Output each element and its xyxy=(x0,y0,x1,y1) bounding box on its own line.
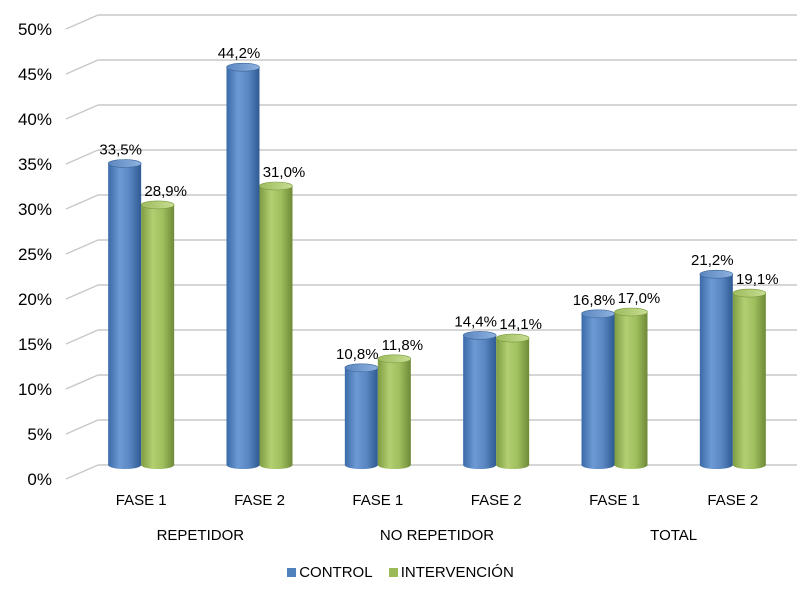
gridline-depth xyxy=(65,194,99,210)
gridline-depth xyxy=(65,419,99,435)
bar-control xyxy=(699,269,734,469)
y-tick-label: 35% xyxy=(18,155,52,174)
y-tick-label: 10% xyxy=(18,380,52,399)
y-tick-label: 20% xyxy=(18,290,52,309)
y-tick-label: 15% xyxy=(18,335,52,354)
y-tick-label: 25% xyxy=(18,245,52,264)
data-label: 14,1% xyxy=(499,316,542,333)
x-tick-label: FASE 2 xyxy=(707,492,758,509)
y-tick-label: 30% xyxy=(18,200,52,219)
gridline-depth xyxy=(65,464,99,480)
legend-swatch-control xyxy=(287,568,297,577)
y-tick-label: 45% xyxy=(18,65,52,84)
bar-intervencion xyxy=(140,200,175,469)
gridline-depth xyxy=(65,374,99,390)
x-group-label: TOTAL xyxy=(650,527,697,544)
data-label: 10,8% xyxy=(336,346,379,363)
bar-intervencion xyxy=(377,354,412,469)
data-label: 17,0% xyxy=(618,290,661,307)
grid-layer xyxy=(65,14,797,480)
gridline-depth xyxy=(65,59,99,75)
bar-control xyxy=(462,331,497,469)
bar-intervencion xyxy=(732,288,767,469)
gridline-depth xyxy=(65,104,99,120)
y-tick-label: 0% xyxy=(27,470,52,489)
data-label: 14,4% xyxy=(454,313,497,330)
data-label: 21,2% xyxy=(691,252,734,269)
legend-swatch-intervencion xyxy=(388,568,398,577)
legend-item-intervencion: INTERVENCIÓN xyxy=(388,564,514,581)
legend-item-control: CONTROL xyxy=(287,564,373,581)
y-tick-label: 40% xyxy=(18,110,52,129)
x-tick-label: FASE 1 xyxy=(352,492,403,509)
data-labels: 33,5% 28,9% 44,2% 31,0% 10,8%11,8% 14,4% 14,1%… xyxy=(99,45,778,363)
x-group-label: REPETIDOR xyxy=(157,527,245,544)
bar-intervencion xyxy=(495,333,530,469)
data-label: 19,1% xyxy=(736,271,779,288)
gridline-depth xyxy=(65,329,99,345)
bar-intervencion xyxy=(614,307,648,469)
y-tick-label: 5% xyxy=(27,425,52,444)
x-tick-label: FASE 1 xyxy=(116,492,167,509)
data-label: 16,8% xyxy=(573,292,616,309)
gridline-depth xyxy=(65,284,99,300)
data-label: 31,0% xyxy=(263,164,306,181)
gridline-depth xyxy=(65,149,99,165)
x-tick-label: FASE 2 xyxy=(234,492,285,509)
legend-label-intervencion: INTERVENCIÓN xyxy=(400,564,514,581)
gridline-depth xyxy=(65,239,99,255)
data-label: 28,9% xyxy=(144,183,187,200)
bars-layer xyxy=(107,62,767,469)
data-label: 33,5% xyxy=(99,142,142,159)
gridline-depth xyxy=(65,14,99,30)
legend-label-control: CONTROL xyxy=(299,564,373,581)
bar-control xyxy=(107,159,142,469)
y-tick-label: 50% xyxy=(18,20,52,39)
x-group-label: NO REPETIDOR xyxy=(380,527,494,544)
data-label: 11,8% xyxy=(382,337,423,354)
x-axis: FASE 1 FASE 2 FASE 1 FASE 2 FASE 1 FASE 2 REPE… xyxy=(116,492,759,544)
data-label: 44,2% xyxy=(218,45,261,62)
x-tick-label: FASE 2 xyxy=(471,492,522,509)
bar-control xyxy=(226,62,260,469)
bar-control xyxy=(581,309,615,469)
bar-control xyxy=(344,363,379,469)
bar-intervencion xyxy=(259,181,293,469)
y-axis: 0% 5% 10% 15% 20% 25% 30% 35% 40% 45% 50% xyxy=(18,20,52,489)
x-tick-label: FASE 1 xyxy=(589,492,640,509)
legend: CONTROL INTERVENCIÓN xyxy=(0,564,801,581)
